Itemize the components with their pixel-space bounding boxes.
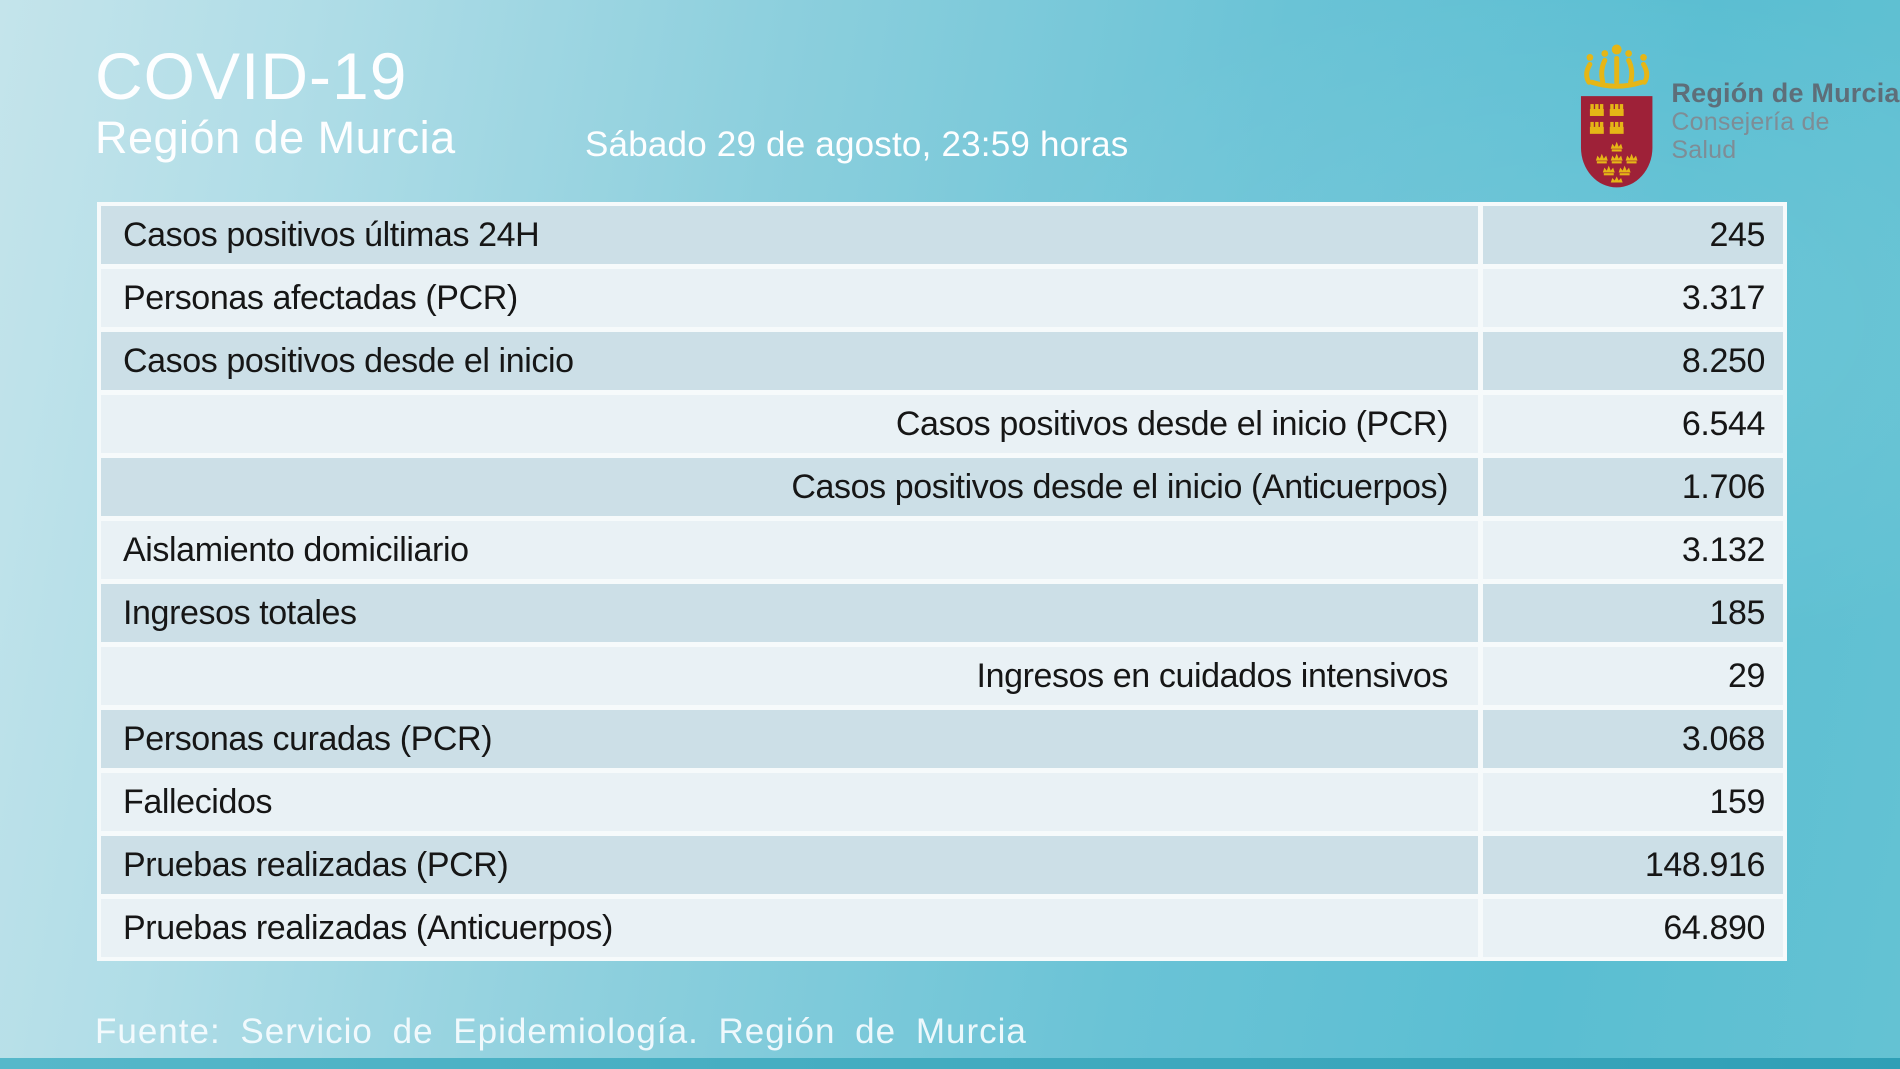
row-label: Pruebas realizadas (Anticuerpos) [101,899,1478,957]
row-value: 185 [1483,584,1783,642]
row-label: Ingresos totales [101,584,1478,642]
row-label: Fallecidos [101,773,1478,831]
castles-icon [1589,104,1624,134]
covid-table: Casos positivos últimas 24H 245 Personas a… [97,202,1787,961]
logo-text-block: Región de Murcia Consejería de Salud [1671,78,1900,164]
logo-org-dept: Consejería de Salud [1671,108,1830,164]
row-label: Aislamiento domiciliario [101,521,1478,579]
row-label: Personas curadas (PCR) [101,710,1478,768]
row-value: 1.706 [1483,458,1783,516]
row-value: 148.916 [1483,836,1783,894]
table-row: Pruebas realizadas (PCR) 148.916 [101,836,1783,894]
table-row: Personas afectadas (PCR) 3.317 [101,269,1783,327]
row-label: Casos positivos últimas 24H [101,206,1478,264]
shield-shape [1580,96,1653,188]
table-row: Fallecidos 159 [101,773,1783,831]
table-row: Casos positivos desde el inicio (PCR) 6.5… [101,395,1783,453]
crowns-icon [1595,141,1638,183]
report-datetime: Sábado 29 de agosto, 23:59 horas [585,125,1129,164]
row-value: 3.317 [1483,269,1783,327]
page-title: COVID-19 [95,39,408,113]
table-row: Personas curadas (PCR) 3.068 [101,710,1783,768]
logo-org-name: Región de Murcia [1671,77,1900,108]
page-subtitle: Región de Murcia [95,112,456,163]
table-row: Aislamiento domiciliario 3.132 [101,521,1783,579]
table-row: Ingresos en cuidados intensivos 29 [101,647,1783,705]
row-label: Casos positivos desde el inicio (PCR) [101,395,1478,453]
row-value: 245 [1483,206,1783,264]
table-row: Casos positivos desde el inicio (Anticue… [101,458,1783,516]
row-value: 3.132 [1483,521,1783,579]
table-row: Pruebas realizadas (Anticuerpos) 64.890 [101,899,1783,957]
murcia-coat-of-arms-icon [1580,44,1653,188]
row-label: Casos positivos desde el inicio [101,332,1478,390]
table-row: Casos positivos desde el inicio 8.250 [101,332,1783,390]
region-murcia-logo: Región de Murcia Consejería de Salud [1578,38,1900,190]
source-line: Fuente: Servicio de Epidemiología. Regió… [95,1012,1027,1051]
row-value: 64.890 [1483,899,1783,957]
row-label: Personas afectadas (PCR) [101,269,1478,327]
crown-icon [1584,55,1650,89]
row-value: 8.250 [1483,332,1783,390]
row-value: 159 [1483,773,1783,831]
table-row: Casos positivos últimas 24H 245 [101,206,1783,264]
row-label: Pruebas realizadas (PCR) [101,836,1478,894]
row-value: 6.544 [1483,395,1783,453]
row-label: Ingresos en cuidados intensivos [101,647,1478,705]
row-label: Casos positivos desde el inicio (Anticue… [101,458,1478,516]
row-value: 3.068 [1483,710,1783,768]
table-row: Ingresos totales 185 [101,584,1783,642]
row-value: 29 [1483,647,1783,705]
